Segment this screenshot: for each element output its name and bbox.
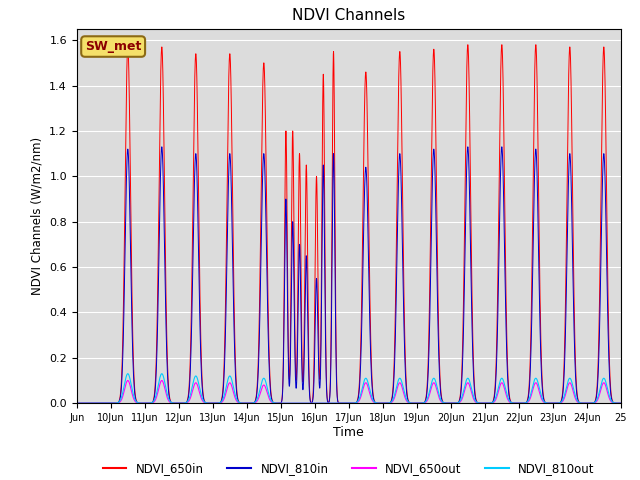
NDVI_810out (124, 371, 132, 377)
NDVI_650in (100, 400, 108, 406)
NDVI_810in (617, 400, 625, 406)
NDVI_810in (419, 400, 426, 406)
NDVI_650in (476, 400, 484, 406)
NDVI_650out (617, 400, 625, 406)
NDVI_650out (395, 381, 403, 386)
NDVI_810in (506, 394, 513, 400)
NDVI_810out (617, 400, 625, 406)
NDVI_650in (617, 400, 625, 406)
Line: NDVI_650in: NDVI_650in (77, 45, 621, 403)
Line: NDVI_810in: NDVI_810in (77, 147, 621, 403)
Y-axis label: NDVI Channels (W/m2/nm): NDVI Channels (W/m2/nm) (31, 137, 44, 295)
Line: NDVI_650out: NDVI_650out (77, 381, 621, 403)
NDVI_810out (73, 400, 81, 406)
NDVI_810out (506, 397, 513, 403)
NDVI_810out (476, 400, 484, 406)
NDVI_650out (270, 400, 278, 406)
Line: NDVI_810out: NDVI_810out (77, 374, 621, 403)
NDVI_810out (270, 400, 278, 406)
NDVI_650out (476, 400, 484, 406)
NDVI_650in (395, 77, 403, 83)
Title: NDVI Channels: NDVI Channels (292, 9, 405, 24)
NDVI_650out (73, 400, 81, 406)
NDVI_650in (506, 391, 513, 396)
NDVI_810in (158, 144, 166, 150)
NDVI_650in (73, 400, 81, 406)
NDVI_810in (476, 400, 484, 406)
NDVI_650out (289, 400, 296, 406)
NDVI_650out (124, 378, 132, 384)
NDVI_650in (532, 42, 540, 48)
NDVI_650out (506, 399, 513, 405)
NDVI_650in (419, 400, 426, 406)
NDVI_650in (270, 400, 278, 406)
Text: SW_met: SW_met (85, 40, 141, 53)
NDVI_810out (419, 400, 426, 406)
NDVI_810in (395, 168, 403, 174)
X-axis label: Time: Time (333, 426, 364, 439)
NDVI_810out (395, 376, 403, 382)
NDVI_810out (291, 400, 298, 406)
Legend: NDVI_650in, NDVI_810in, NDVI_650out, NDVI_810out: NDVI_650in, NDVI_810in, NDVI_650out, NDV… (98, 458, 600, 480)
NDVI_810in (100, 400, 108, 406)
NDVI_650out (100, 400, 108, 406)
NDVI_810in (73, 400, 81, 406)
NDVI_650out (419, 400, 426, 406)
NDVI_810in (270, 400, 278, 406)
NDVI_810out (100, 400, 108, 406)
